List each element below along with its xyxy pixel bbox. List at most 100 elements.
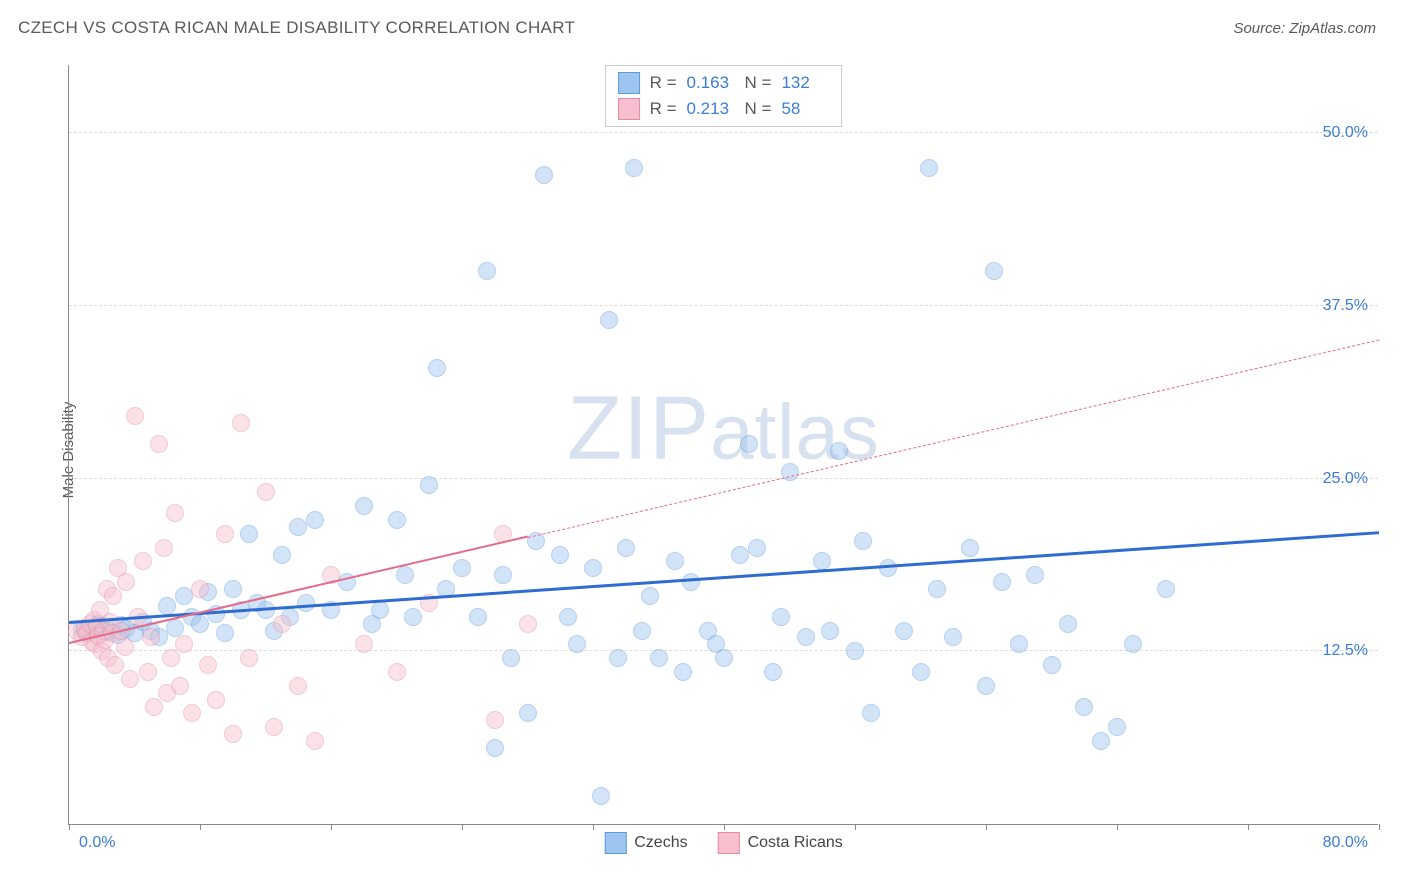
data-point	[486, 739, 504, 757]
scatter-plot: ZIPatlas R = 0.163 N = 132 R = 0.213 N =…	[68, 65, 1378, 825]
data-point	[121, 670, 139, 688]
legend-item-costaricans: Costa Ricans	[718, 832, 843, 854]
data-point	[993, 573, 1011, 591]
data-point	[216, 525, 234, 543]
data-point	[1092, 732, 1110, 750]
stat-r-label: R =	[650, 73, 677, 93]
data-point	[150, 435, 168, 453]
x-axis-max-label: 80.0%	[1323, 834, 1368, 852]
data-point	[171, 677, 189, 695]
data-point	[494, 566, 512, 584]
data-point	[797, 628, 815, 646]
data-point	[1108, 718, 1126, 736]
data-point	[117, 573, 135, 591]
data-point	[104, 587, 122, 605]
data-point	[371, 601, 389, 619]
data-point	[731, 546, 749, 564]
trend-line	[69, 536, 528, 644]
data-point	[1075, 698, 1093, 716]
data-point	[126, 407, 144, 425]
stat-r-label: R =	[650, 99, 677, 119]
swatch-czechs	[618, 72, 640, 94]
stat-r-czechs: 0.163	[687, 73, 735, 93]
gridline	[69, 305, 1378, 306]
x-tick	[1248, 824, 1249, 830]
data-point	[106, 656, 124, 674]
data-point	[306, 511, 324, 529]
data-point	[155, 539, 173, 557]
data-point	[216, 624, 234, 642]
data-point	[854, 532, 872, 550]
x-tick	[1379, 824, 1380, 830]
data-point	[830, 442, 848, 460]
data-point	[486, 711, 504, 729]
x-axis-min-label: 0.0%	[79, 834, 115, 852]
data-point	[682, 573, 700, 591]
data-point	[273, 546, 291, 564]
data-point	[912, 663, 930, 681]
data-point	[240, 649, 258, 667]
data-point	[396, 566, 414, 584]
y-tick-label: 12.5%	[1323, 642, 1368, 660]
data-point	[1059, 615, 1077, 633]
data-point	[1010, 635, 1028, 653]
gridline	[69, 478, 1378, 479]
data-point	[625, 159, 643, 177]
y-tick-label: 50.0%	[1323, 124, 1368, 142]
legend-item-czechs: Czechs	[604, 832, 687, 854]
legend-label-costaricans: Costa Ricans	[748, 834, 843, 852]
data-point	[306, 732, 324, 750]
data-point	[650, 649, 668, 667]
data-point	[674, 663, 692, 681]
data-point	[568, 635, 586, 653]
data-point	[420, 476, 438, 494]
data-point	[191, 580, 209, 598]
data-point	[609, 649, 627, 667]
data-point	[289, 677, 307, 695]
data-point	[257, 483, 275, 501]
data-point	[355, 497, 373, 515]
trend-line	[527, 339, 1379, 538]
data-point	[162, 649, 180, 667]
data-point	[740, 435, 758, 453]
data-point	[158, 597, 176, 615]
data-point	[453, 559, 471, 577]
data-point	[985, 262, 1003, 280]
x-tick	[593, 824, 594, 830]
data-point	[944, 628, 962, 646]
data-point	[617, 539, 635, 557]
data-point	[388, 511, 406, 529]
x-tick	[724, 824, 725, 830]
data-point	[895, 622, 913, 640]
data-point	[813, 552, 831, 570]
chart-area: Male Disability ZIPatlas R = 0.163 N = 1…	[48, 55, 1388, 845]
stat-n-label: N =	[745, 99, 772, 119]
data-point	[191, 615, 209, 633]
data-point	[633, 622, 651, 640]
data-point	[404, 608, 422, 626]
data-point	[584, 559, 602, 577]
data-point	[265, 718, 283, 736]
data-point	[273, 615, 291, 633]
x-tick	[462, 824, 463, 830]
data-point	[1124, 635, 1142, 653]
data-point	[116, 638, 134, 656]
source-label: Source: ZipAtlas.com	[1233, 20, 1376, 37]
stats-row-costaricans: R = 0.213 N = 58	[618, 96, 830, 122]
data-point	[821, 622, 839, 640]
data-point	[142, 628, 160, 646]
x-tick	[1117, 824, 1118, 830]
data-point	[920, 159, 938, 177]
data-point	[519, 615, 537, 633]
data-point	[199, 656, 217, 674]
data-point	[715, 649, 733, 667]
swatch-costaricans-legend	[718, 832, 740, 854]
swatch-costaricans	[618, 98, 640, 120]
data-point	[666, 552, 684, 570]
data-point	[166, 619, 184, 637]
legend: Czechs Costa Ricans	[604, 832, 843, 854]
gridline	[69, 132, 1378, 133]
data-point	[961, 539, 979, 557]
x-tick	[69, 824, 70, 830]
data-point	[388, 663, 406, 681]
